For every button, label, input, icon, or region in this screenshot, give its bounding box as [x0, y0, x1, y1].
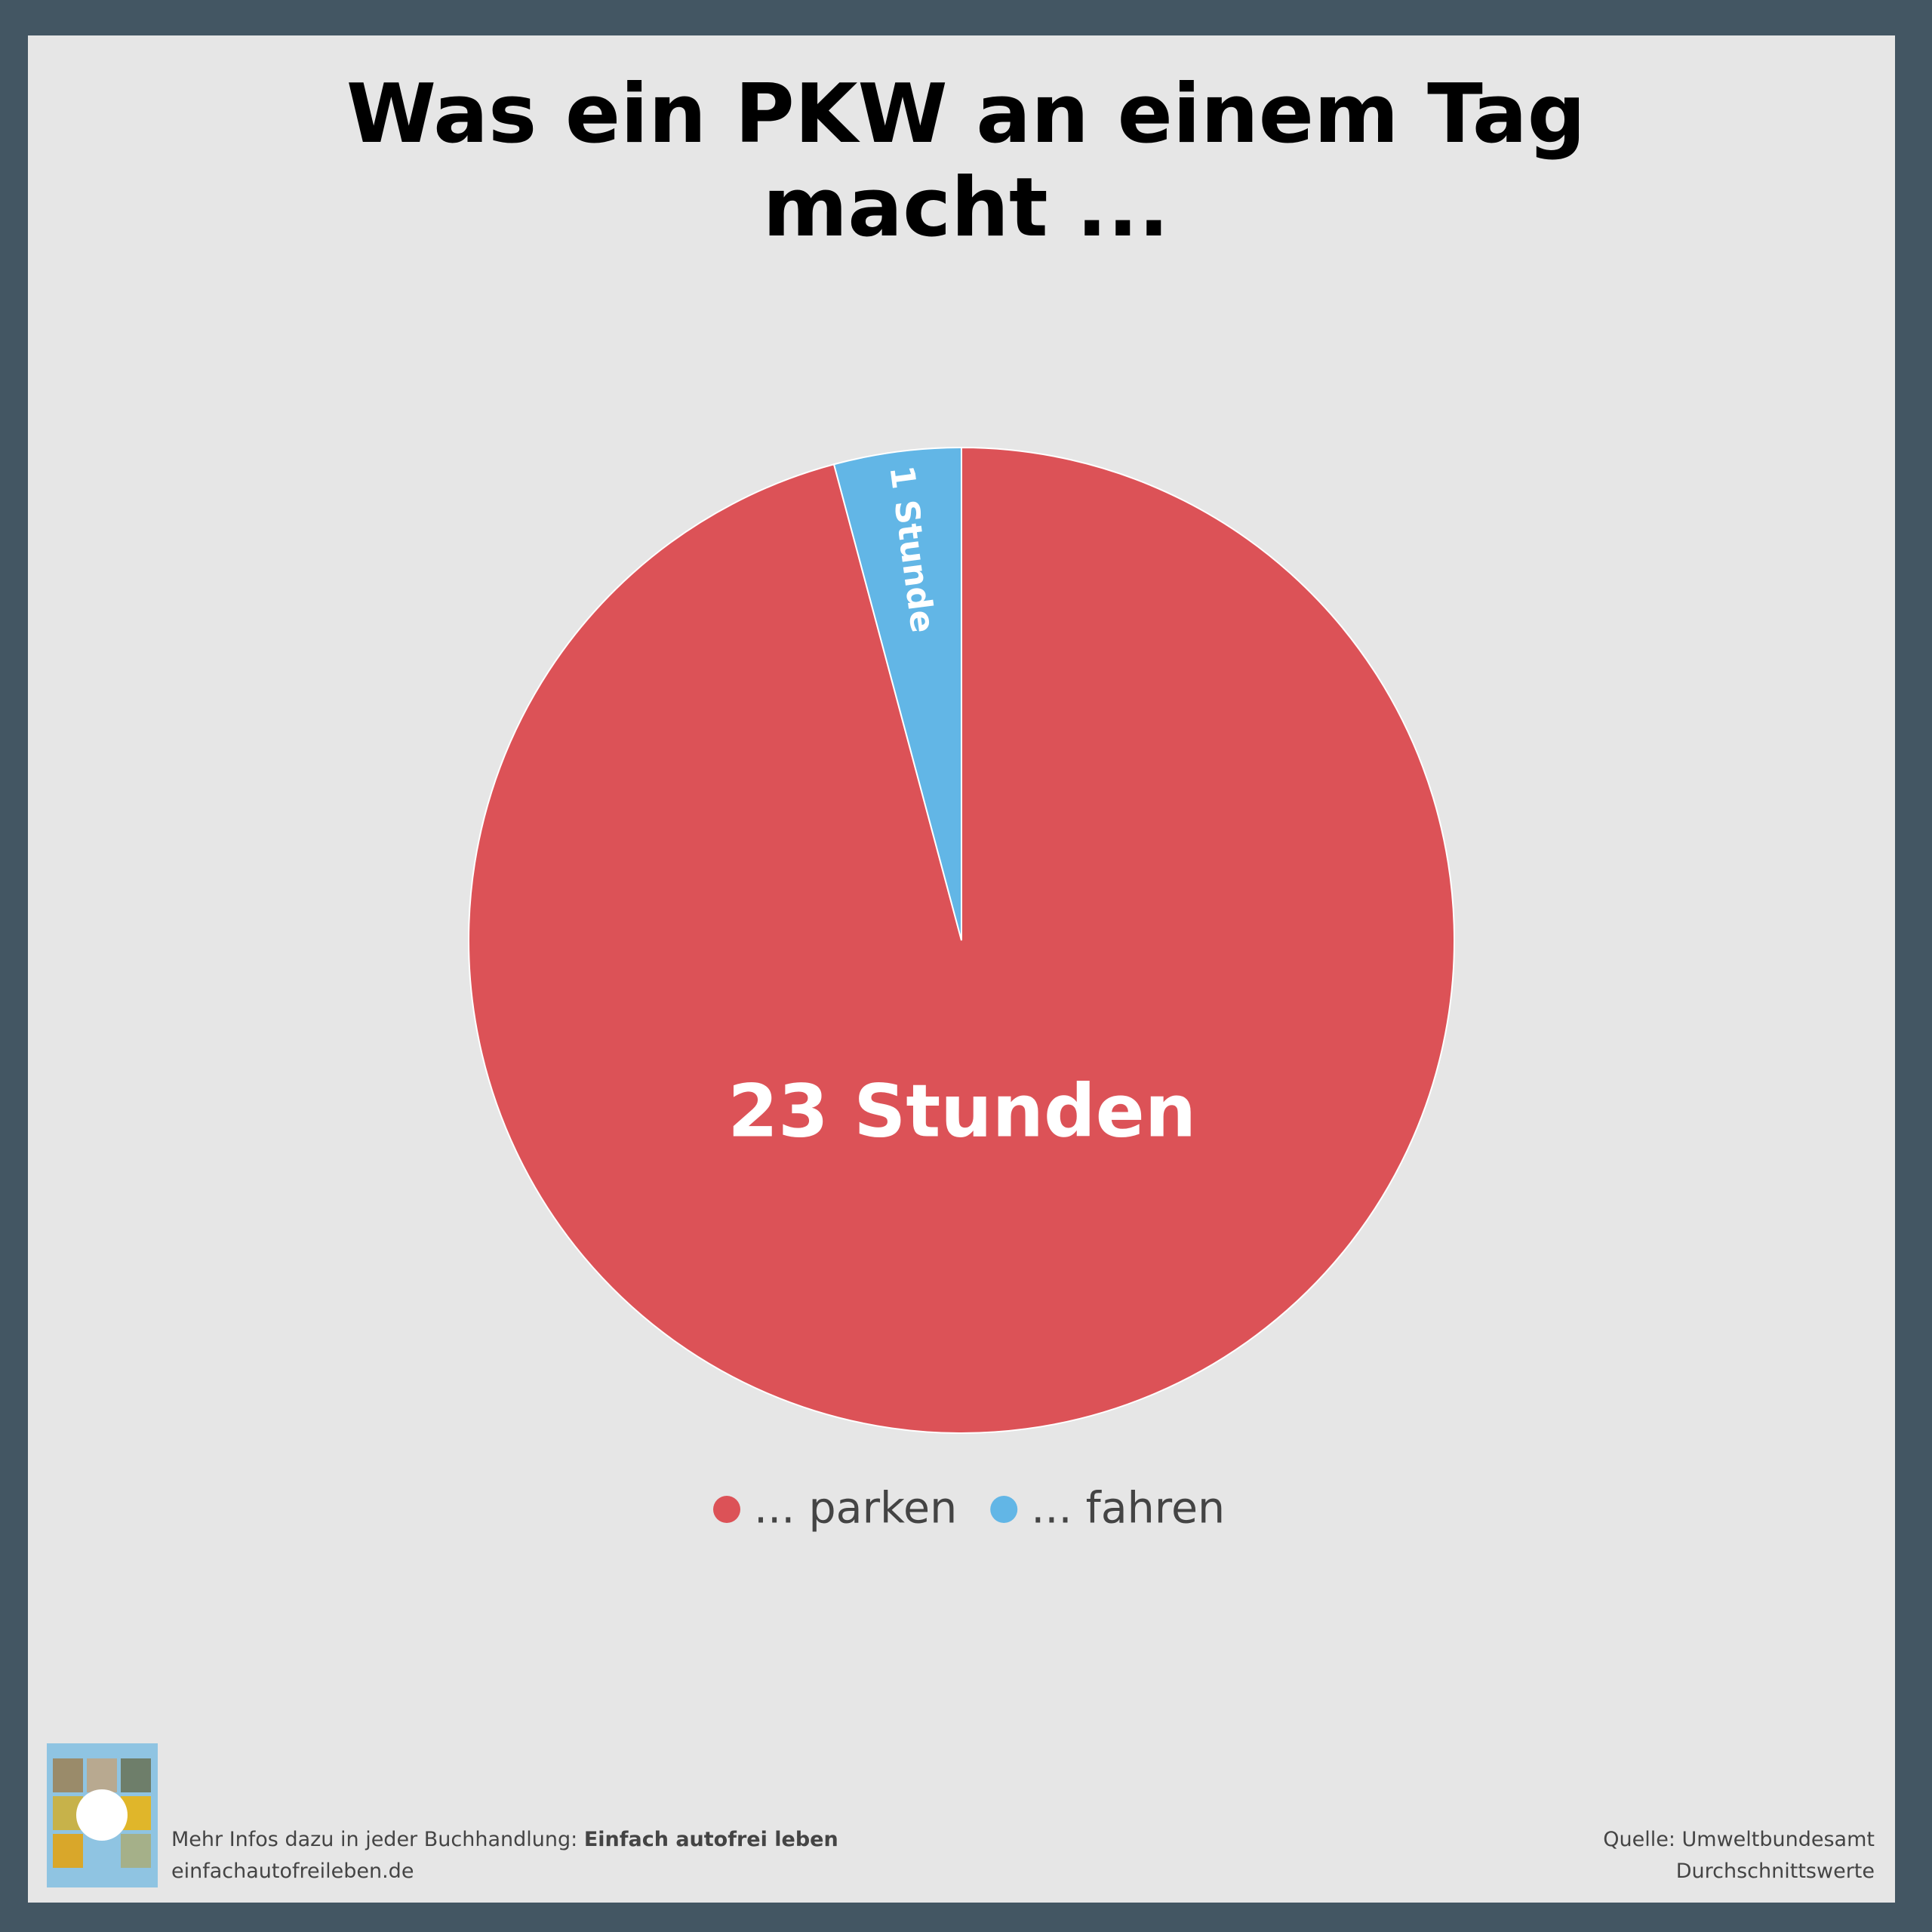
note: Durchschnittswerte: [1675, 1860, 1875, 1883]
source: Quelle: Umweltbundesamt: [1603, 1828, 1875, 1851]
info-text: Mehr Infos dazu in jeder Buchhandlung:: [171, 1828, 578, 1851]
website: einfachautofreileben.de: [171, 1860, 414, 1883]
footer-info: Mehr Infos dazu in jeder Buchhandlung: E…: [171, 1824, 838, 1887]
book-cover: [47, 1743, 158, 1887]
footer-source: Quelle: Umweltbundesamt Durchschnittswer…: [1603, 1824, 1875, 1887]
book-title: Einfach autofrei leben: [583, 1828, 838, 1851]
legend-marker: [713, 1496, 740, 1523]
legend-marker: [990, 1496, 1018, 1523]
slice-label: 23 Stunden: [728, 1069, 1196, 1153]
pie-slice: [468, 446, 1455, 1434]
legend-label: ... parken: [754, 1484, 957, 1534]
chart-title: Was ein PKW an einem Tag macht ...: [346, 67, 1586, 255]
legend-label: ... fahren: [1031, 1484, 1225, 1534]
pie-slice: [832, 446, 962, 941]
